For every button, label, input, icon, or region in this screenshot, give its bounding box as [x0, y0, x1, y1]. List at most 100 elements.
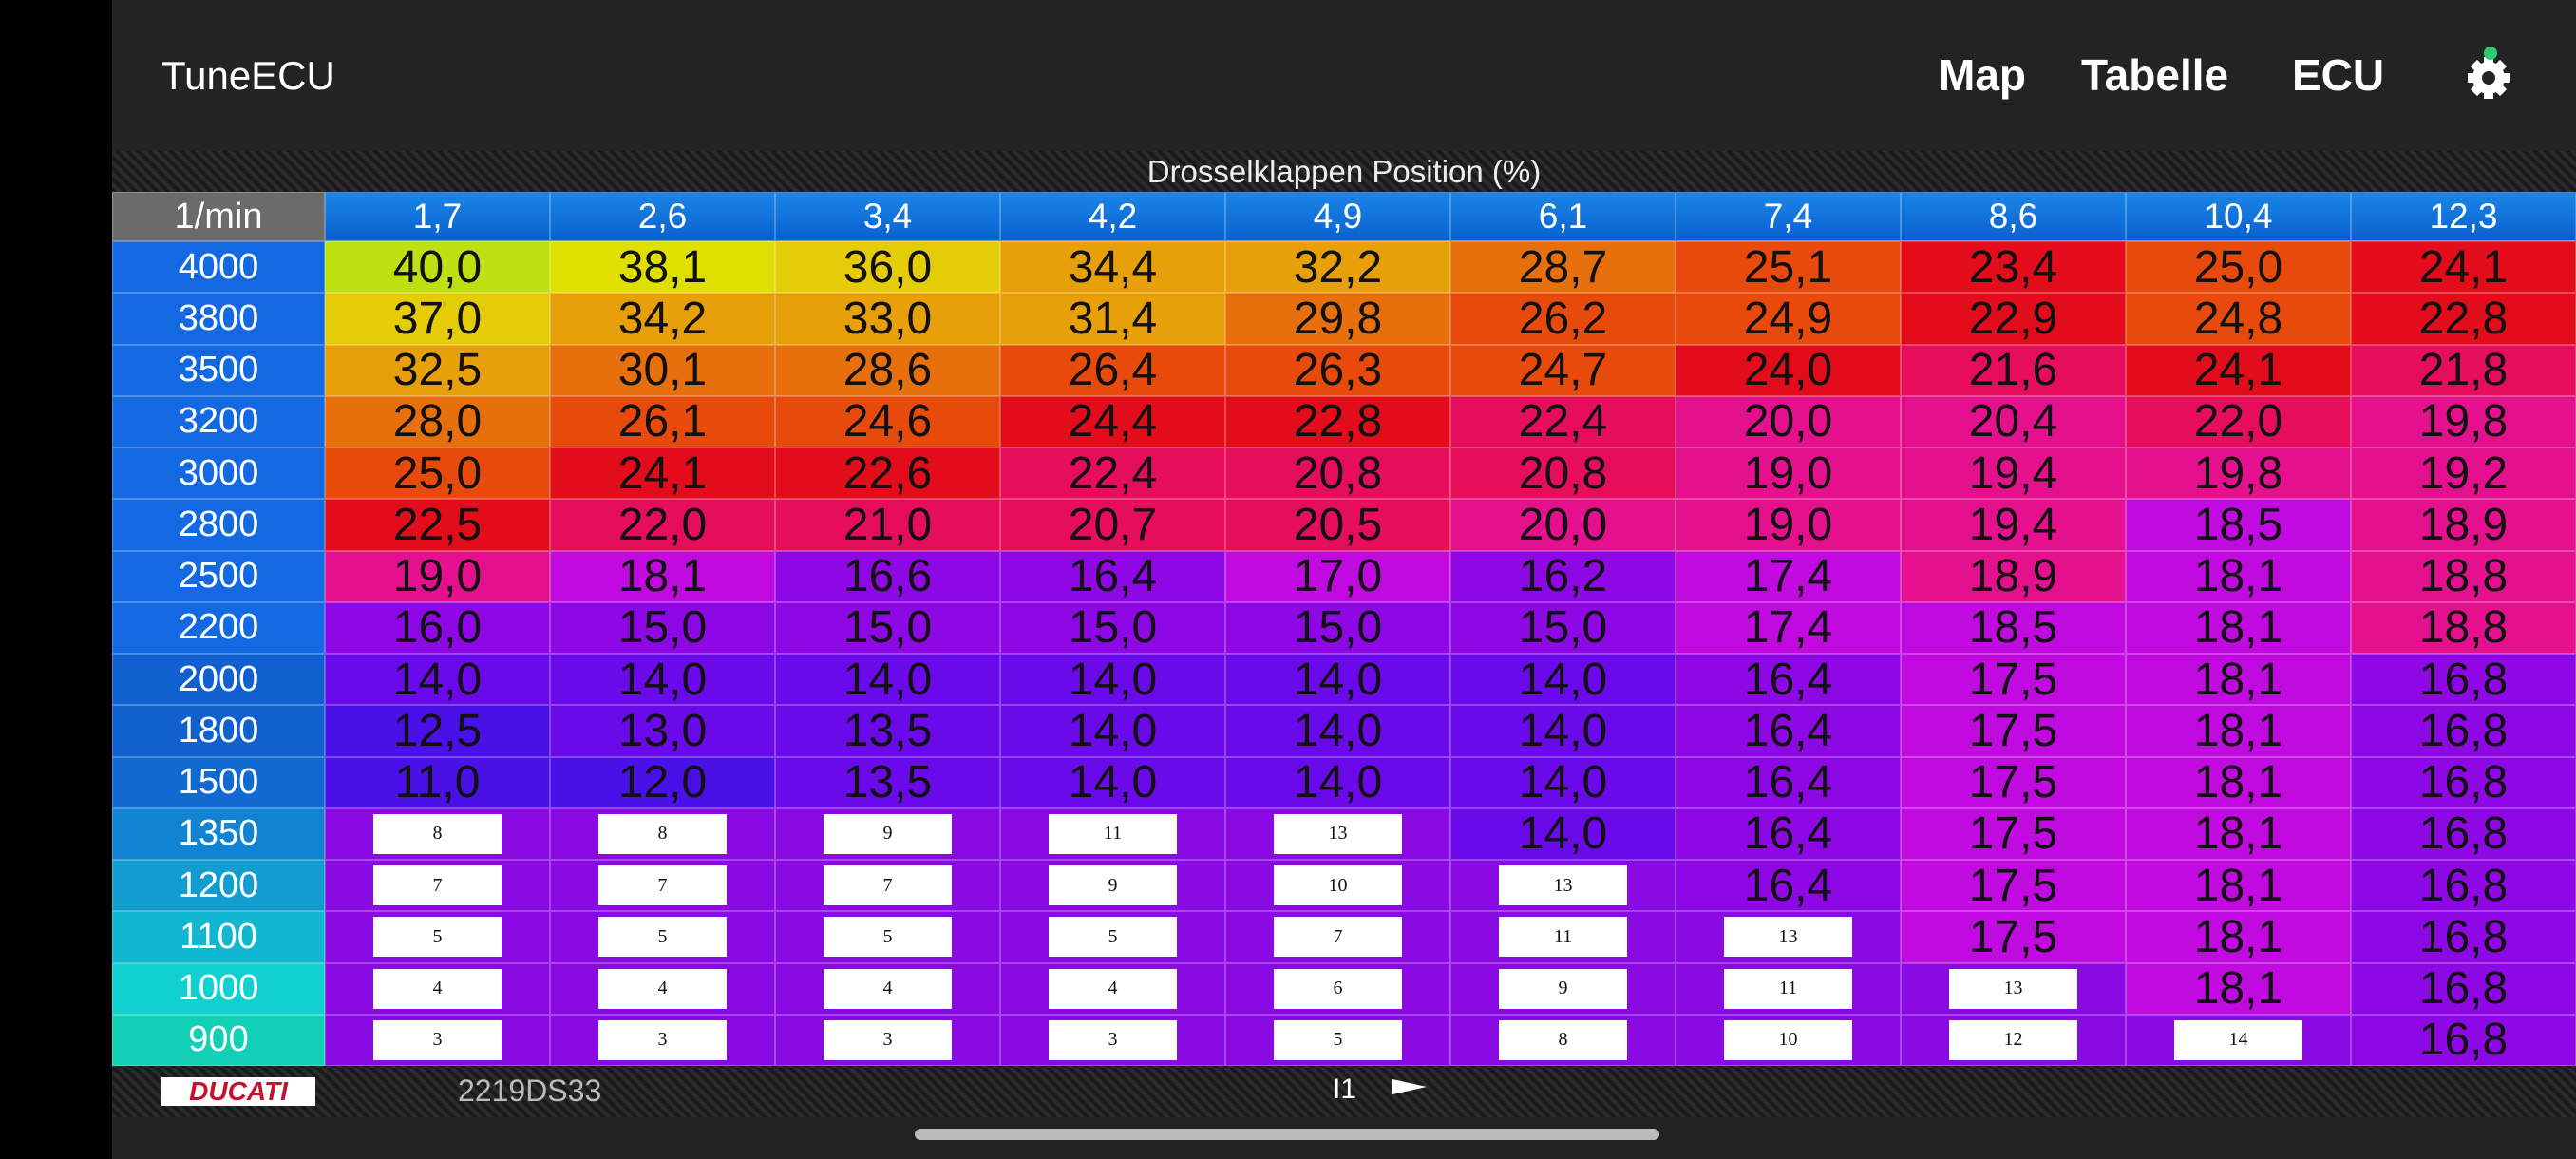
row-header: 2500 [112, 550, 325, 602]
column-header: 10,4 [2126, 192, 2351, 241]
cell-covered: 4 [775, 962, 1000, 1015]
table-title: Drosselklappen Position (%) [1146, 154, 1542, 189]
cell: 16,0 [325, 601, 550, 654]
overlay-label: 3 [373, 1019, 502, 1060]
cell: 16,8 [2351, 860, 2576, 912]
cell: 14,0 [1450, 808, 1676, 860]
cell: 30,1 [550, 344, 775, 396]
overlay-label: 5 [1274, 1019, 1402, 1060]
cell: 18,1 [2126, 756, 2351, 808]
overlay-label: 4 [598, 968, 727, 1009]
cell: 16,2 [1450, 550, 1676, 602]
cell: 28,0 [325, 395, 550, 447]
cell: 18,1 [2126, 601, 2351, 654]
column-header: 4,2 [1000, 192, 1225, 241]
overlay-label: 5 [598, 917, 727, 958]
cell: 14,0 [1450, 705, 1676, 757]
cell-covered: 5 [325, 911, 550, 963]
nav-item[interactable]: ECU [2292, 50, 2385, 100]
cell: 34,4 [1000, 241, 1225, 294]
overlay-label: 9 [824, 813, 952, 854]
cell: 17,5 [1901, 705, 2126, 757]
footer: DUCATI 2219DS33 I1 [112, 1068, 2576, 1117]
cell: 14,0 [1450, 654, 1676, 706]
cell-covered: 6 [1225, 962, 1450, 1015]
cell: 16,8 [2351, 705, 2576, 757]
overlay-label: 4 [373, 968, 502, 1009]
cell-covered: 13 [1901, 962, 2126, 1015]
cell: 20,8 [1225, 447, 1450, 500]
cell: 24,6 [775, 395, 1000, 447]
cell: 18,5 [1901, 601, 2126, 654]
cell: 17,0 [1225, 550, 1450, 602]
cell-covered: 4 [1000, 962, 1225, 1015]
overlay-label: 5 [824, 917, 952, 958]
cell: 16,4 [1000, 550, 1225, 602]
cell-covered: 5 [1000, 911, 1225, 963]
cell: 19,0 [1676, 447, 1901, 500]
nav-item[interactable]: Tabelle [2081, 50, 2229, 100]
overlay-label: 11 [1724, 968, 1852, 1009]
cell: 20,7 [1000, 499, 1225, 551]
overlay-label: 5 [373, 917, 502, 958]
overlay-label: 10 [1724, 1019, 1852, 1060]
app: TuneECU Map Tabelle ECU Drosselklappen P… [112, 0, 2576, 1159]
cell-covered: 13 [1676, 911, 1901, 963]
nav-item[interactable]: Map [1939, 50, 2026, 100]
cell: 14,0 [1450, 756, 1676, 808]
row-header: 2200 [112, 601, 325, 654]
cell: 25,0 [2126, 241, 2351, 294]
cell: 21,0 [775, 499, 1000, 551]
cell: 22,5 [325, 499, 550, 551]
cell-covered: 8 [550, 808, 775, 860]
cell: 18,9 [1901, 550, 2126, 602]
overlay-label: 7 [1274, 917, 1402, 958]
row-header: 3800 [112, 293, 325, 345]
cell-covered: 13 [1225, 808, 1450, 860]
overlay-label: 12 [1949, 1019, 2077, 1060]
cell: 16,8 [2351, 654, 2576, 706]
overlay-label: 8 [1499, 1019, 1627, 1060]
cell: 16,8 [2351, 1014, 2576, 1066]
column-header: 8,6 [1901, 192, 2126, 241]
cell: 19,0 [1676, 499, 1901, 551]
settings-button[interactable] [2465, 46, 2512, 103]
cell: 15,0 [775, 601, 1000, 654]
cell: 16,8 [2351, 808, 2576, 860]
cell: 18,1 [2126, 860, 2351, 912]
cell: 14,0 [325, 654, 550, 706]
page-label: I1 [1333, 1074, 1357, 1105]
overlay-label: 8 [598, 813, 727, 854]
cell: 20,5 [1225, 499, 1450, 551]
cell-covered: 5 [775, 911, 1000, 963]
app-bar: TuneECU Map Tabelle ECU [112, 0, 2576, 151]
cell: 12,0 [550, 756, 775, 808]
column-header: 2,6 [550, 192, 775, 241]
overlay-label: 7 [598, 865, 727, 906]
cell: 32,5 [325, 344, 550, 396]
brand-logo: DUCATI [161, 1077, 315, 1106]
cell: 17,5 [1901, 911, 2126, 963]
cell-covered: 3 [550, 1014, 775, 1066]
overlay-label: 13 [1724, 917, 1852, 958]
cell: 18,1 [2126, 705, 2351, 757]
cell-covered: 4 [550, 962, 775, 1015]
overlay-label: 14 [2174, 1019, 2302, 1060]
cell: 18,1 [2126, 654, 2351, 706]
overlay-label: 7 [373, 865, 502, 906]
next-arrow[interactable] [1391, 1075, 1429, 1098]
cell: 20,0 [1450, 499, 1676, 551]
cell-covered: 5 [550, 911, 775, 963]
row-header: 1500 [112, 756, 325, 808]
overlay-label: 5 [1049, 917, 1177, 958]
overlay-label: 3 [598, 1019, 727, 1060]
cell: 21,6 [1901, 344, 2126, 396]
cell: 14,0 [1225, 705, 1450, 757]
cell-covered: 4 [325, 962, 550, 1015]
cell: 16,4 [1676, 654, 1901, 706]
overlay-label: 13 [1499, 865, 1627, 906]
cell: 32,2 [1225, 241, 1450, 294]
cell: 24,1 [2351, 241, 2576, 294]
cell: 16,6 [775, 550, 1000, 602]
row-header: 2800 [112, 499, 325, 551]
